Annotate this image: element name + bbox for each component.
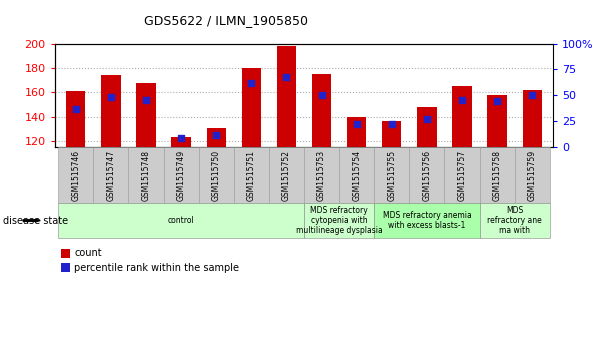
Text: GSM1515750: GSM1515750 bbox=[212, 150, 221, 201]
Point bbox=[106, 94, 116, 100]
Point bbox=[457, 98, 467, 103]
Point bbox=[317, 93, 326, 98]
Text: MDS refractory anemia
with excess blasts-1: MDS refractory anemia with excess blasts… bbox=[382, 211, 471, 230]
Point bbox=[387, 121, 396, 127]
Point bbox=[71, 106, 81, 112]
Bar bbox=[277, 46, 296, 147]
Bar bbox=[207, 127, 226, 147]
Text: GSM1515746: GSM1515746 bbox=[71, 150, 80, 201]
Bar bbox=[241, 68, 261, 147]
Point bbox=[422, 116, 432, 122]
Text: GSM1515749: GSM1515749 bbox=[176, 150, 185, 201]
Bar bbox=[382, 122, 401, 147]
Text: disease state: disease state bbox=[3, 216, 68, 225]
Text: GSM1515755: GSM1515755 bbox=[387, 150, 396, 201]
Text: control: control bbox=[168, 216, 195, 225]
Text: GSM1515757: GSM1515757 bbox=[457, 150, 466, 201]
Bar bbox=[66, 91, 86, 147]
Bar bbox=[522, 90, 542, 147]
Point bbox=[212, 132, 221, 138]
Text: GSM1515756: GSM1515756 bbox=[423, 150, 432, 201]
Point bbox=[282, 74, 291, 79]
Text: GSM1515754: GSM1515754 bbox=[352, 150, 361, 201]
Text: MDS
refractory ane
ma with: MDS refractory ane ma with bbox=[487, 205, 542, 236]
Text: MDS refractory
cytopenia with
multilineage dysplasia: MDS refractory cytopenia with multilinea… bbox=[295, 205, 382, 236]
Text: GSM1515759: GSM1515759 bbox=[528, 150, 537, 201]
Text: GSM1515747: GSM1515747 bbox=[106, 150, 116, 201]
Bar bbox=[452, 86, 472, 147]
Bar bbox=[312, 74, 331, 147]
Text: GSM1515753: GSM1515753 bbox=[317, 150, 326, 201]
Point bbox=[141, 98, 151, 103]
Bar bbox=[347, 117, 366, 147]
Bar bbox=[417, 107, 437, 147]
Bar bbox=[171, 137, 191, 147]
Text: percentile rank within the sample: percentile rank within the sample bbox=[74, 262, 239, 273]
Text: GSM1515758: GSM1515758 bbox=[492, 150, 502, 201]
Bar bbox=[136, 82, 156, 147]
Bar bbox=[488, 95, 506, 147]
Point bbox=[352, 121, 362, 127]
Point bbox=[492, 99, 502, 105]
Point bbox=[527, 93, 537, 98]
Text: GSM1515751: GSM1515751 bbox=[247, 150, 256, 201]
Text: GDS5622 / ILMN_1905850: GDS5622 / ILMN_1905850 bbox=[145, 15, 308, 28]
Text: GSM1515748: GSM1515748 bbox=[142, 150, 151, 201]
Bar bbox=[102, 75, 120, 147]
Text: count: count bbox=[74, 248, 102, 258]
Point bbox=[176, 135, 186, 140]
Text: GSM1515752: GSM1515752 bbox=[282, 150, 291, 201]
Point bbox=[246, 80, 256, 86]
